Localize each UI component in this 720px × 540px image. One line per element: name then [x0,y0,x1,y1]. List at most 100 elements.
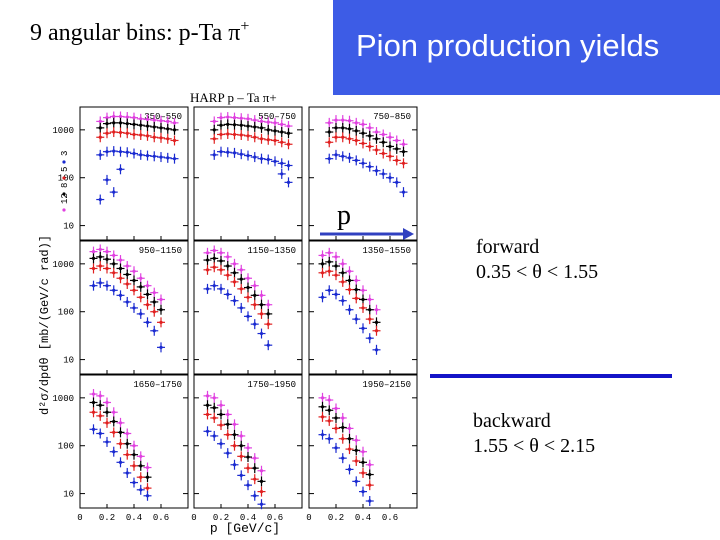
data-point [352,435,361,446]
data-point [210,412,219,423]
data-point [170,153,179,164]
data-point [150,306,159,317]
data-point [345,152,354,163]
chart-panel: 350–550 10 100 1000 [52,106,189,241]
data-point [210,133,219,144]
panel-label: 550–750 [258,112,296,122]
data-point [257,308,266,319]
data-point [345,284,354,295]
data-point [250,453,259,464]
data-point [116,127,125,138]
data-point [223,270,232,281]
data-point [150,121,159,132]
title-banner [333,0,720,95]
data-point [244,442,252,453]
data-point [116,164,125,175]
data-point [143,317,152,328]
data-point [96,261,105,272]
data-point [143,130,152,141]
data-point [157,132,165,143]
data-point [143,289,152,300]
data-point [89,263,98,274]
data-point [217,283,225,294]
data-point [203,409,212,420]
data-point [210,430,219,441]
data-point [109,258,118,269]
data-point [230,440,239,451]
data-point [325,153,334,164]
data-point [359,467,367,478]
data-point [109,146,118,157]
chart-panel: 550–750 [193,106,303,241]
data-point [332,442,340,453]
data-point [230,258,239,269]
data-point [257,499,266,510]
data-point [345,133,354,144]
data-point [109,187,118,198]
data-point [116,255,125,266]
data-point [359,294,367,305]
data-point [325,256,334,267]
data-point [399,187,408,198]
data-point [257,486,266,497]
beam-label: p [337,200,351,231]
data-point [318,429,327,440]
data-point [237,283,246,294]
y-tick-label: 1000 [52,260,74,270]
data-point [136,273,145,284]
data-point [257,153,266,164]
data-point [96,122,105,133]
data-point [338,276,347,287]
data-point [230,267,239,278]
data-point [338,453,347,464]
x-tick-label: 0.6 [382,513,398,523]
panel-label: 1150–1350 [247,246,296,256]
data-point [359,138,367,149]
data-point [130,460,138,471]
data-point [217,146,225,157]
data-point [372,133,381,144]
data-point [223,147,232,158]
legend-marker [62,176,66,180]
data-point [96,410,105,421]
data-point [136,281,145,292]
data-point [217,264,225,275]
data-point [372,344,381,355]
data-point [217,120,225,131]
data-point [244,273,252,284]
data-point [250,474,259,485]
data-point [136,451,145,462]
panel-label: 1650–1750 [133,380,182,390]
panel-grid: 350–550 10 100 1000 550–750 750–850 950–1150 10… [52,106,418,510]
data-point [392,143,401,154]
data-point [257,122,266,133]
data-point [318,411,327,422]
data-point [318,267,327,278]
data-point [244,282,252,293]
data-point [210,262,219,273]
data-point [237,274,246,285]
data-point [359,158,367,169]
data-point [103,280,111,291]
chart-panel: 950–1150 10 100 1000 [52,240,189,375]
data-point [264,134,273,145]
data-point [264,308,273,319]
data-point [250,319,259,330]
data-point [325,117,334,128]
data-point [392,177,401,188]
data-point [89,389,98,400]
data-point [170,135,179,146]
data-point [365,294,374,305]
data-point [123,278,132,289]
data-point [130,148,138,159]
x-tick-label: 0.2 [328,513,344,523]
data-point [130,477,138,488]
data-point [163,123,172,134]
data-point [130,275,138,286]
data-point [109,416,118,427]
x-tick-label: 0.4 [355,513,371,523]
data-point [136,472,145,483]
data-point [257,465,266,476]
data-point [217,400,225,411]
data-point [338,412,347,423]
